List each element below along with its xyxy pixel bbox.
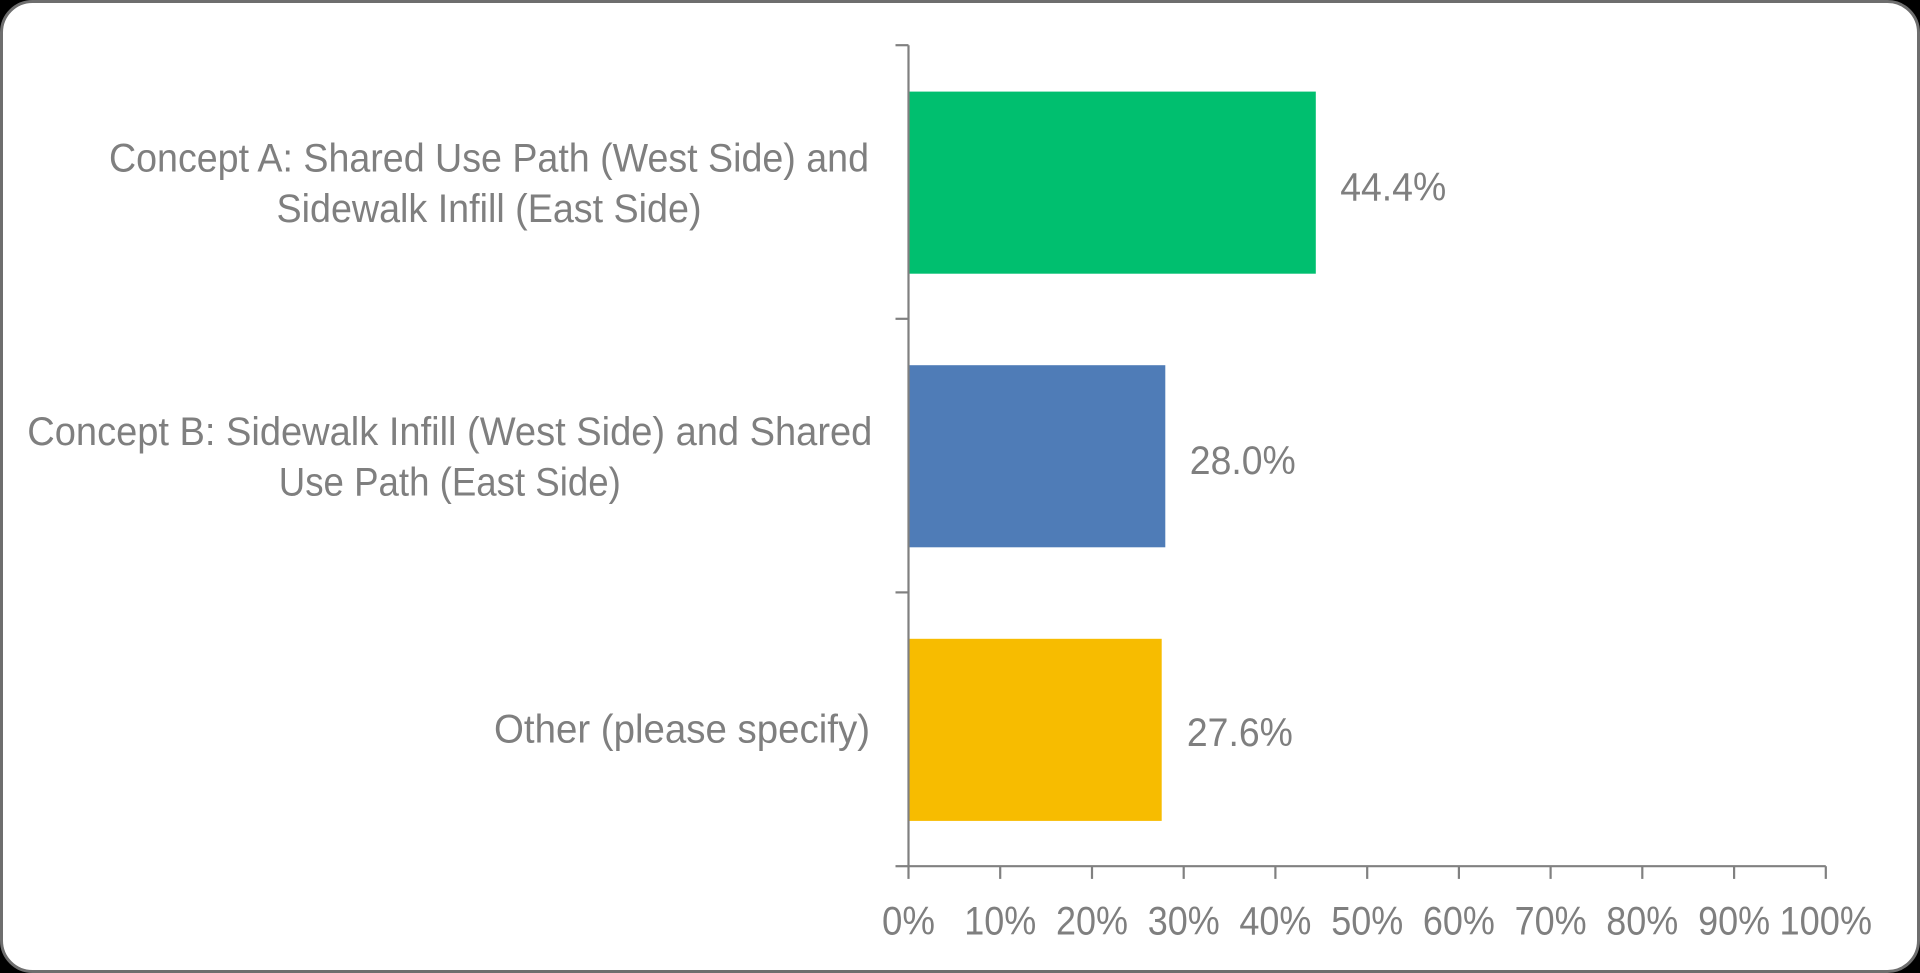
svg-text:80%: 80% — [1606, 900, 1678, 944]
svg-text:Concept A: Shared Use Path (We: Concept A: Shared Use Path (West Side) a… — [109, 136, 869, 180]
svg-text:Concept B: Sidewalk Infill (We: Concept B: Sidewalk Infill (West Side) a… — [27, 410, 872, 454]
svg-text:28.0%: 28.0% — [1190, 439, 1296, 483]
svg-text:70%: 70% — [1515, 900, 1587, 944]
svg-text:60%: 60% — [1423, 900, 1495, 944]
svg-text:90%: 90% — [1698, 900, 1770, 944]
svg-text:40%: 40% — [1239, 900, 1311, 944]
svg-text:50%: 50% — [1331, 900, 1403, 944]
svg-text:Sidewalk Infill (East Side): Sidewalk Infill (East Side) — [277, 187, 702, 231]
svg-text:Other (please specify): Other (please specify) — [494, 708, 870, 752]
svg-text:100%: 100% — [1780, 900, 1873, 944]
svg-text:27.6%: 27.6% — [1187, 711, 1293, 755]
svg-text:Use Path (East Side): Use Path (East Side) — [279, 461, 621, 505]
svg-text:20%: 20% — [1056, 900, 1128, 944]
svg-text:0%: 0% — [882, 900, 935, 944]
svg-text:10%: 10% — [964, 900, 1036, 944]
svg-text:30%: 30% — [1148, 900, 1220, 944]
svg-text:44.4%: 44.4% — [1340, 165, 1446, 209]
